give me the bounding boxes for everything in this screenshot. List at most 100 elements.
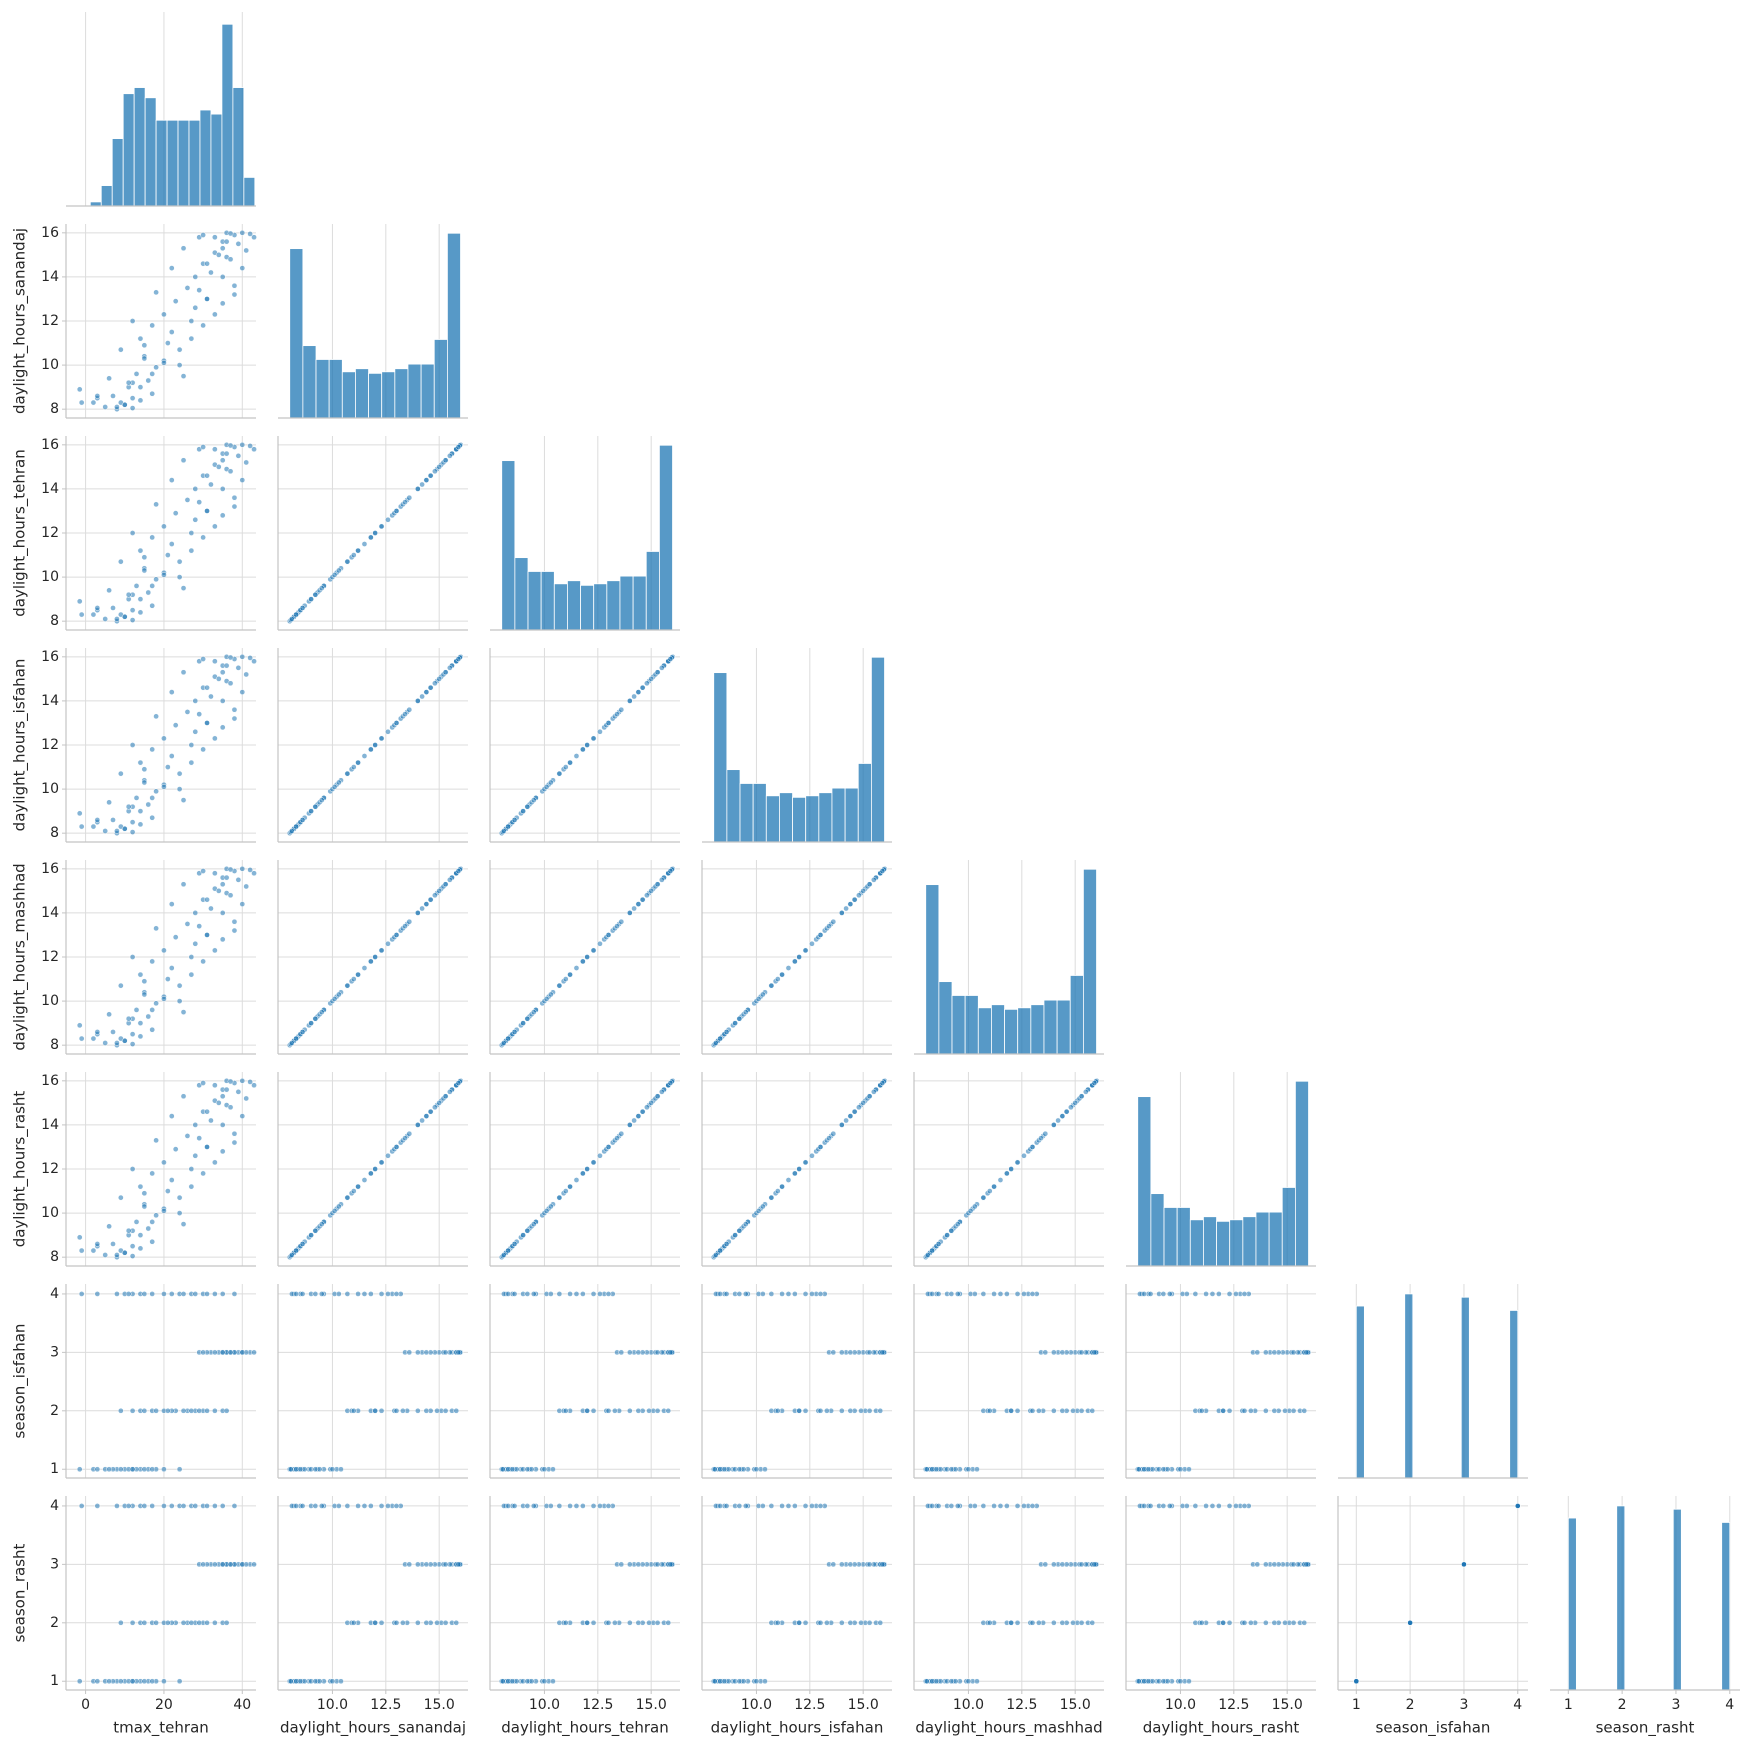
scatter-point — [717, 1291, 723, 1297]
scatter-point — [721, 1678, 728, 1685]
scatter-point — [626, 1407, 633, 1414]
scatter-point — [165, 340, 171, 346]
y-tick-label: 12 — [41, 313, 59, 329]
scatter-point — [129, 742, 136, 748]
scatter-point — [204, 1291, 210, 1297]
scatter-point — [335, 1503, 342, 1509]
scatter-point — [974, 1678, 980, 1685]
scatter-point — [129, 1243, 136, 1250]
scatter-point — [117, 346, 124, 353]
scatter-point — [106, 1223, 112, 1230]
scatter-point — [212, 870, 218, 877]
scatter-point — [137, 808, 144, 814]
scatter-point — [830, 1561, 837, 1568]
scatter-point — [200, 1080, 206, 1086]
y-axis-label: season_rasht — [11, 1543, 30, 1642]
scatter-point — [612, 1619, 618, 1626]
y-tick-label: 10 — [41, 1205, 59, 1221]
scatter-point — [802, 1619, 809, 1626]
scatter-point — [129, 530, 136, 536]
scatter-point — [153, 1212, 159, 1219]
scatter-point — [434, 1619, 440, 1626]
scatter-point — [293, 1247, 299, 1254]
scatter-point — [1078, 1349, 1085, 1356]
scatter-point — [580, 1170, 586, 1177]
scatter-point — [129, 607, 136, 614]
histogram-bar — [527, 571, 542, 631]
scatter-point — [378, 947, 385, 954]
x-tick-label: 10.0 — [953, 1697, 984, 1713]
scatter-point — [180, 1009, 187, 1015]
scatter-point — [1050, 1407, 1057, 1414]
scatter-point — [635, 1407, 642, 1414]
scatter-point — [289, 828, 295, 834]
scatter-point — [172, 510, 179, 517]
scatter-point — [626, 910, 633, 916]
scatter-point — [231, 1130, 238, 1137]
scatter-point — [145, 1013, 152, 1020]
scatter-point — [414, 1407, 421, 1414]
scatter-point — [335, 567, 342, 574]
scatter-point — [372, 1619, 378, 1626]
scatter-point — [923, 1466, 930, 1473]
scatter-point — [547, 991, 554, 998]
scatter-point — [436, 888, 443, 894]
scatter-point — [432, 892, 438, 899]
scatter-point — [129, 819, 136, 826]
scatter-point — [1042, 1561, 1049, 1568]
scatter-point — [137, 1020, 144, 1026]
scatter-point — [455, 656, 462, 662]
scatter-point — [824, 1407, 830, 1414]
scatter-point — [659, 876, 665, 883]
scatter-point — [1008, 1407, 1014, 1414]
scatter-point — [204, 296, 210, 302]
scatter-point — [402, 923, 408, 929]
scatter-point — [227, 1561, 234, 1568]
scatter-point — [149, 371, 156, 377]
scatter-point — [165, 1188, 171, 1194]
scatter-point — [971, 1503, 978, 1509]
scatter-point — [665, 1619, 672, 1626]
histogram-bar — [368, 372, 383, 419]
scatter-point — [759, 1203, 766, 1210]
histogram-bar — [593, 583, 608, 631]
scatter-point — [809, 1503, 815, 1509]
scatter-point — [125, 1291, 132, 1297]
scatter-point — [499, 1678, 506, 1685]
scatter-point — [212, 1561, 218, 1568]
scatter-point — [597, 728, 603, 735]
scatter-point — [455, 1349, 462, 1356]
histogram-bar — [1460, 1296, 1470, 1479]
histogram-bar — [199, 109, 212, 207]
scatter-point — [635, 1619, 642, 1626]
scatter-point — [188, 335, 195, 342]
scatter-point — [235, 240, 242, 247]
scatter-point — [129, 1678, 136, 1685]
scatter-point — [153, 788, 159, 795]
histogram-bar — [1255, 1211, 1270, 1267]
scatter-point — [971, 1203, 978, 1210]
scatter-point — [511, 1029, 518, 1035]
scatter-point — [117, 1194, 124, 1201]
scatter-point — [511, 1503, 518, 1509]
scatter-point — [455, 1561, 462, 1568]
scatter-point — [243, 671, 250, 678]
scatter-point — [223, 1086, 230, 1093]
scatter-point — [180, 881, 187, 888]
x-tick-label: 0 — [81, 1697, 90, 1713]
scatter-point — [145, 589, 152, 596]
scatter-point — [219, 1349, 226, 1356]
scatter-point — [308, 596, 314, 602]
histogram-bar — [133, 87, 146, 207]
scatter-point — [965, 1678, 972, 1685]
scatter-point — [153, 713, 159, 720]
scatter-point — [102, 616, 109, 622]
scatter-point — [1004, 1291, 1010, 1297]
scatter-point — [243, 459, 250, 466]
scatter-point — [129, 1031, 136, 1038]
scatter-point — [110, 1241, 116, 1247]
scatter-point — [94, 1029, 101, 1035]
scatter-point — [94, 817, 101, 823]
scatter-point — [590, 1619, 597, 1626]
y-tick-label: 16 — [41, 437, 59, 453]
